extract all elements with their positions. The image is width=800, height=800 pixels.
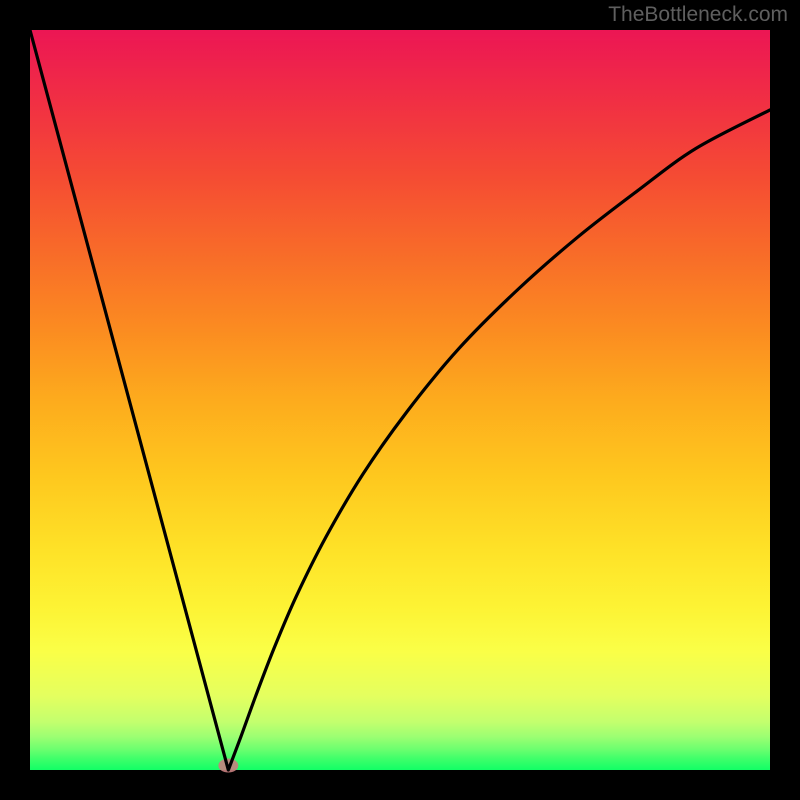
plot-background-gradient bbox=[30, 30, 770, 770]
chart-svg bbox=[0, 0, 800, 800]
chart-container: TheBottleneck.com bbox=[0, 0, 800, 800]
